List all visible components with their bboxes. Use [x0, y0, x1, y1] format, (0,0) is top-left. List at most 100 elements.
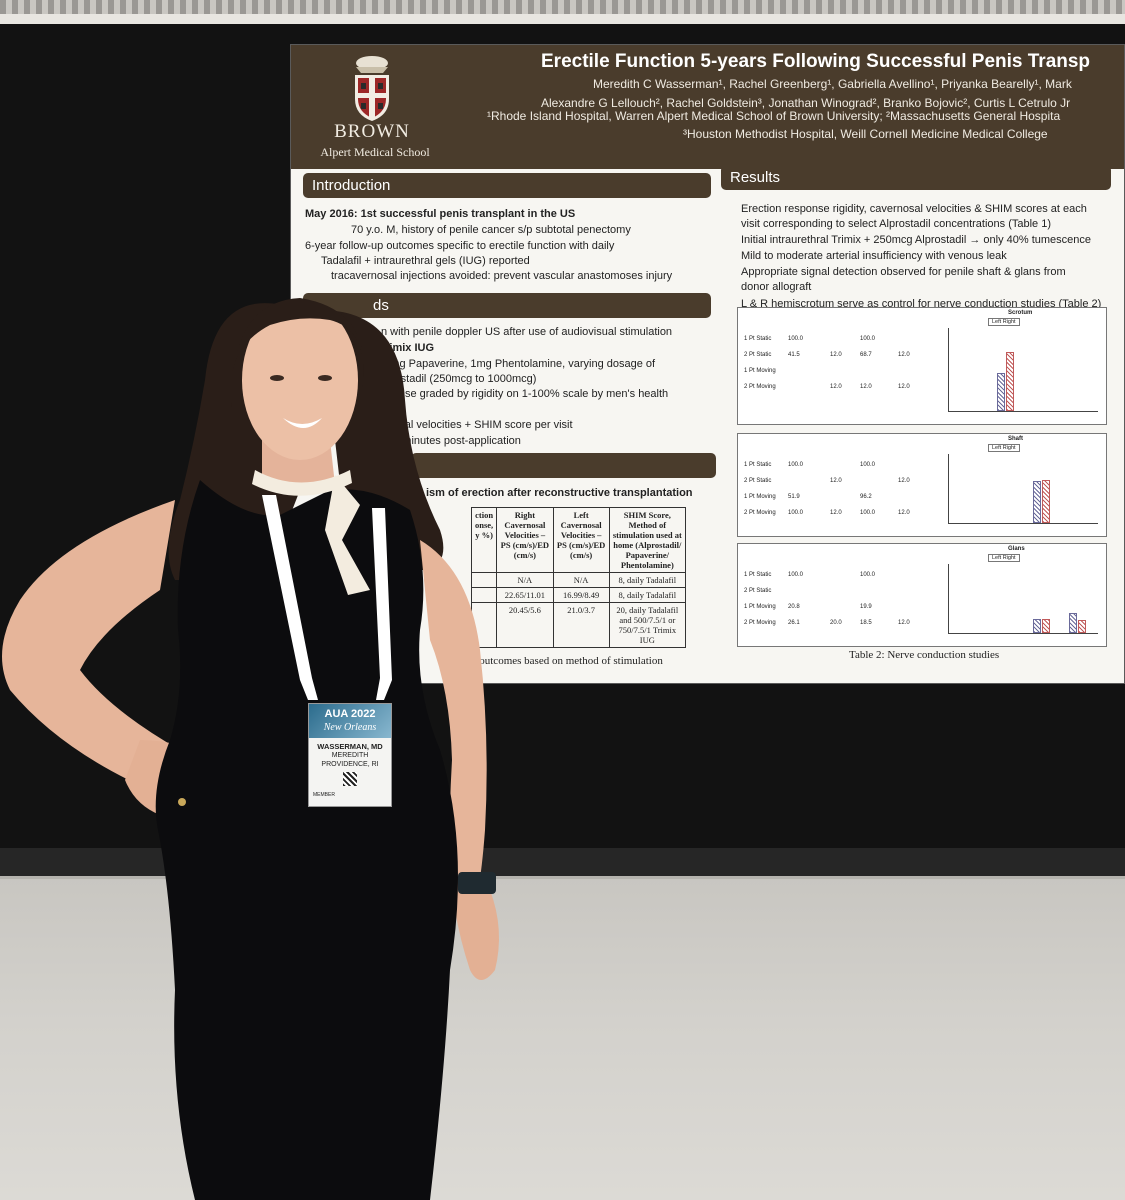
floor-edge — [0, 876, 1125, 879]
nerve-panel-glans: 1 Pt Static 100.0 100.0 2 Pt Static 1 Pt Mov… — [737, 543, 1107, 647]
panel-cell: 100.0 — [860, 572, 876, 578]
table-cell: 16.99/8.49 — [552, 587, 610, 603]
table2-caption: Table 2: Nerve conduction studies — [849, 649, 1000, 661]
results-bullet-4: Mild to moderate arterial insufficiency … — [741, 250, 1007, 262]
methods-heading: ds — [303, 293, 711, 318]
panel-cell: 100.0 — [788, 572, 804, 578]
table-cell: 20.45/5.6 — [496, 602, 554, 648]
logo-text: BROWN — [334, 121, 410, 142]
results-bullet-2: visit corresponding to select Alprostadi… — [741, 218, 1051, 230]
panel-cell: 41.5 — [788, 352, 800, 358]
table1-caption: n outcomes based on method of stimulatio… — [471, 655, 663, 667]
table-header: SHIM Score, Method of stimulation used a… — [608, 507, 687, 573]
bar-left — [1069, 613, 1077, 633]
panel-cell: 100.0 — [860, 510, 876, 516]
panel-cell: 26.1 — [788, 620, 800, 626]
panel-cell: 12.0 — [830, 352, 842, 358]
panel-row-label: 2 Pt Moving — [744, 384, 776, 390]
intro-bullet-3: 6-year follow-up outcomes specific to er… — [305, 240, 615, 252]
badge-event: AUA 2022 — [324, 708, 376, 720]
panel-cell: 100.0 — [860, 462, 876, 468]
panel-row-label: 2 Pt Static — [744, 478, 772, 484]
panel-cell: 18.5 — [860, 620, 872, 626]
panel-row-label: 2 Pt Static — [744, 588, 772, 594]
panel-cell: 12.0 — [860, 384, 872, 390]
affiliation-line-2: ³Houston Methodist Hospital, Weill Corne… — [683, 127, 1048, 141]
hair-front — [230, 298, 364, 410]
intro-bullet-5: tracavernosal injections avoided: preven… — [331, 270, 673, 282]
table-row: N/A N/A 8, daily Tadalafil — [470, 572, 687, 588]
badge-qr-code — [343, 772, 357, 786]
conclusions-text: ism of erection after reconstructive tra… — [426, 487, 693, 499]
intro-bullet-1: May 2016: 1st successful penis transplan… — [305, 208, 576, 220]
panel-title: Glans — [1008, 546, 1025, 552]
nerve-panel-scrotum: 1 Pt Static 100.0 100.0 2 Pt Static 41.5 12.0… — [737, 307, 1107, 425]
panel-cell: 20.8 — [788, 604, 800, 610]
face — [242, 300, 358, 460]
presenter-photo — [2, 298, 499, 1200]
panel-legend: Left Right — [988, 444, 1020, 452]
outcomes-table: ction onse, y %) Right Cavernosal Veloci… — [470, 507, 687, 648]
nerve-panel-shaft: 1 Pt Static 100.0 100.0 2 Pt Static 12.0 12.0… — [737, 433, 1107, 537]
ceiling-strip — [0, 14, 1125, 24]
conference-badge: AUA 2022 New Orleans WASSERMAN, MD MERED… — [308, 703, 392, 807]
badge-first-name: MEREDITH — [331, 752, 369, 759]
panel-title: Scrotum — [1008, 310, 1033, 316]
panel-cell: 100.0 — [788, 462, 804, 468]
panel-legend: Left Right — [988, 318, 1020, 326]
bar-left — [1033, 619, 1041, 633]
panel-cell: 100.0 — [860, 336, 876, 342]
panel-row-label: 2 Pt Moving — [744, 620, 776, 626]
right-arm — [420, 540, 487, 890]
panel-row-label: 2 Pt Moving — [744, 510, 776, 516]
panel-cell: 20.0 — [830, 620, 842, 626]
panel-cell: 100.0 — [788, 510, 804, 516]
conclusions-heading — [411, 453, 716, 478]
results-heading: Results — [721, 165, 1111, 190]
table-cell: 8, daily Tadalafil — [608, 587, 687, 603]
table-cell: 20, daily Tadalafil and 500/7.5/1 or 750… — [608, 602, 687, 648]
badge-city: New Orleans — [323, 722, 377, 733]
hand-right — [455, 890, 499, 980]
panel-cell: 12.0 — [898, 384, 910, 390]
table-cell: 8, daily Tadalafil — [608, 572, 687, 588]
panel-row-label: 2 Pt Static — [744, 352, 772, 358]
panel-row-label: 1 Pt Static — [744, 572, 772, 578]
badge-last-name: WASSERMAN, MD — [317, 742, 383, 751]
affiliation-line-1: ¹Rhode Island Hospital, Warren Alpert Me… — [487, 109, 1061, 123]
table-cell: N/A — [552, 572, 610, 588]
panel-bar-chart — [948, 564, 1098, 634]
badge-header — [309, 704, 391, 738]
table-cell: 21.0/3.7 — [552, 602, 610, 648]
panel-row-label: 1 Pt Static — [744, 336, 772, 342]
panel-cell: 12.0 — [898, 478, 910, 484]
methods-bullet-1: n with penile doppler US after use of au… — [381, 326, 673, 338]
bar-right — [1042, 479, 1050, 523]
authors-line-1: Meredith C Wasserman¹, Rachel Greenberg¹… — [593, 77, 1072, 91]
panel-cell: 12.0 — [898, 620, 910, 626]
results-bullet-5: Appropriate signal detection observed fo… — [741, 266, 1066, 278]
table-header: Left Cavernosal Velocities – PS (cm/s)/E… — [552, 507, 610, 573]
panel-cell: 100.0 — [788, 336, 804, 342]
lanyard — [262, 495, 318, 700]
panel-row-label: 1 Pt Static — [744, 462, 772, 468]
panel-row-label: 1 Pt Moving — [744, 494, 776, 500]
poster-header: BROWN Alpert Medical School Erectile Fun… — [291, 45, 1124, 169]
ceiling-grid — [0, 0, 1125, 14]
results-bullet-6: donor allograft — [741, 281, 812, 293]
panel-legend: Left Right — [988, 554, 1020, 562]
panel-cell: 19.9 — [860, 604, 872, 610]
introduction-heading: Introduction — [303, 173, 711, 198]
panel-cell: 96.2 — [860, 494, 872, 500]
panel-cell: 12.0 — [898, 510, 910, 516]
methods-bullet-7: 20 minutes post-application — [387, 435, 521, 447]
watch — [458, 872, 496, 894]
methods-bullet-4: Alprostadil (250mcg to 1000mcg) — [375, 373, 537, 385]
panel-cell: 12.0 — [898, 352, 910, 358]
bar-left — [1033, 481, 1041, 523]
table-row: 20.45/5.6 21.0/3.7 20, daily Tadalafil a… — [470, 602, 687, 648]
table-row: 22.65/11.01 16.99/8.49 8, daily Tadalafi… — [470, 587, 687, 603]
panel-row-label: 1 Pt Moving — [744, 604, 776, 610]
dress — [155, 480, 458, 1200]
bar-right — [1006, 352, 1014, 411]
